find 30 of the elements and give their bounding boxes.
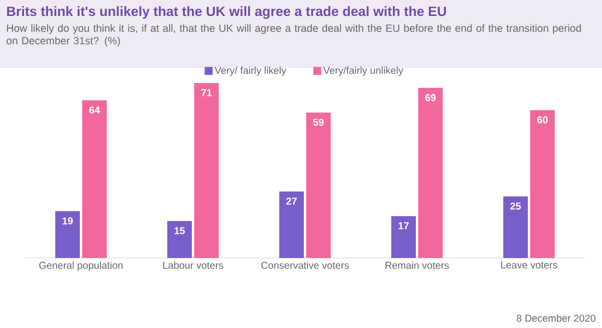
data-label: 19 <box>62 217 73 224</box>
legend-label: Very/fairly unlikely <box>323 66 404 76</box>
x-tick-label: Leave voters <box>501 262 558 268</box>
data-label: 64 <box>89 106 100 114</box>
chart-subtitle: How likely do you think it is, if at all, that the UK will agree a trade deal with the EU before the end of the transition period on December 31st? (%) <box>6 24 581 46</box>
data-label: 25 <box>510 202 521 210</box>
x-tick-label: Labour voters <box>163 262 224 269</box>
bar <box>418 88 443 258</box>
x-tick-label: Conservative voters <box>261 262 349 269</box>
data-label: 59 <box>313 118 324 126</box>
data-label: 17 <box>398 222 409 230</box>
bar <box>167 221 192 258</box>
data-label: 71 <box>201 89 212 96</box>
bar <box>55 211 80 258</box>
bar <box>306 112 331 258</box>
data-label: 69 <box>425 94 436 102</box>
text: 8 December 2020 <box>516 314 596 322</box>
x-tick-label: Remain voters <box>386 262 449 269</box>
chart-title: Brits think it's unlikely that the UK will agree a trade deal with the EU <box>7 6 446 19</box>
bar <box>503 196 528 258</box>
data-label: 27 <box>286 198 297 205</box>
bar <box>194 82 219 258</box>
bar <box>279 191 304 258</box>
bar <box>82 100 107 258</box>
data-label: 60 <box>537 116 548 124</box>
bar <box>391 216 416 258</box>
bar <box>530 110 555 258</box>
legend-label: Very/ fairly likely <box>214 66 286 76</box>
x-tick-label: General population <box>39 262 123 271</box>
data-label: 15 <box>174 227 185 234</box>
